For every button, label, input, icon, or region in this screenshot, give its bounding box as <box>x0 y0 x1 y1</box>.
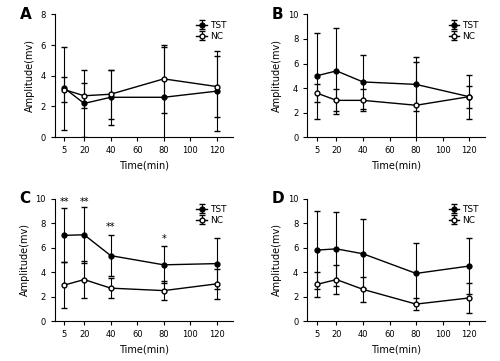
Text: *: * <box>162 234 166 244</box>
Y-axis label: Amplitude(mv): Amplitude(mv) <box>272 39 282 112</box>
Legend: TST, NC: TST, NC <box>194 19 228 43</box>
Text: C: C <box>20 191 30 206</box>
Legend: TST, NC: TST, NC <box>447 19 480 43</box>
Text: B: B <box>272 7 283 22</box>
Text: D: D <box>272 191 284 206</box>
Y-axis label: Amplitude(mv): Amplitude(mv) <box>272 223 282 296</box>
Legend: TST, NC: TST, NC <box>447 203 480 227</box>
Y-axis label: Amplitude(mv): Amplitude(mv) <box>25 39 35 112</box>
X-axis label: Time(min): Time(min) <box>119 345 169 355</box>
Text: A: A <box>20 7 31 22</box>
X-axis label: Time(min): Time(min) <box>371 345 421 355</box>
X-axis label: Time(min): Time(min) <box>119 161 169 171</box>
Y-axis label: Amplitude(mv): Amplitude(mv) <box>20 223 30 296</box>
Text: **: ** <box>60 197 69 207</box>
Legend: TST, NC: TST, NC <box>194 203 228 227</box>
Text: **: ** <box>80 197 89 207</box>
Text: **: ** <box>106 222 116 232</box>
X-axis label: Time(min): Time(min) <box>371 161 421 171</box>
